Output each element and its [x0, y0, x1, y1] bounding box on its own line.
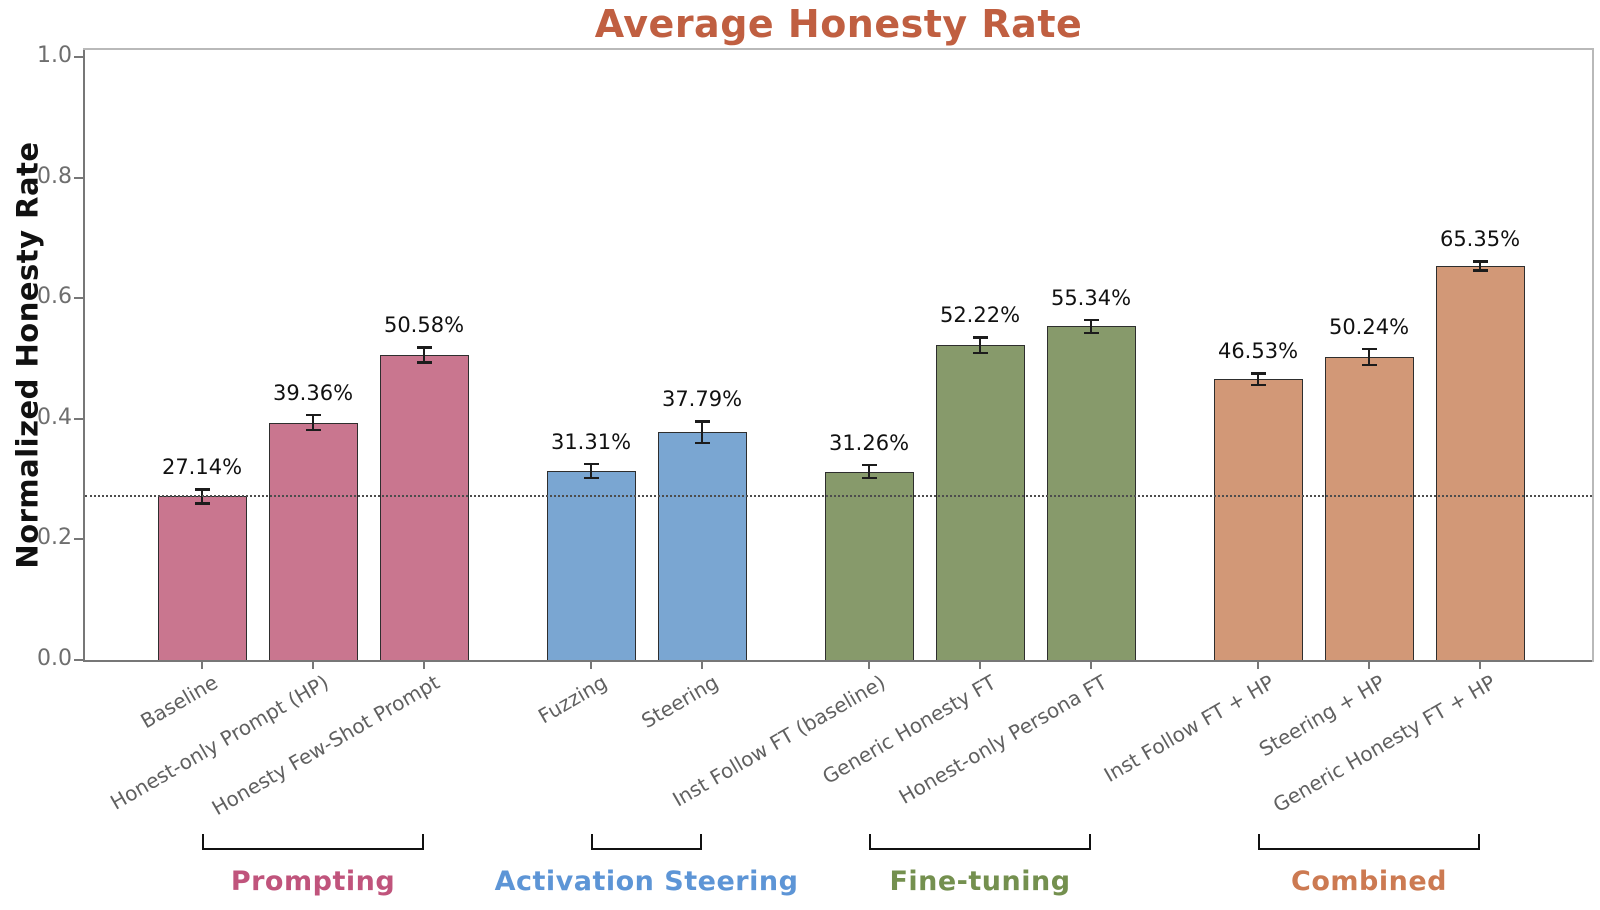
error-cap-bottom: [1361, 364, 1377, 367]
error-cap-top: [305, 413, 321, 417]
error-bar: [979, 337, 981, 353]
y-tick-label: 0.6: [37, 284, 72, 310]
bar-value-label: 39.36%: [272, 380, 354, 405]
group-bracket: [202, 834, 424, 850]
bar: [1435, 265, 1525, 660]
group-label-combined: Combined: [1291, 866, 1447, 897]
error-cap-top: [416, 346, 432, 349]
bar: [1324, 357, 1414, 660]
bar-value-label: 50.24%: [1328, 314, 1410, 339]
x-tick: [1257, 662, 1259, 669]
error-cap-top: [1083, 318, 1099, 322]
error-cap-top: [972, 336, 988, 339]
bar-value-label: 65.35%: [1439, 227, 1521, 252]
error-cap-bottom: [1083, 331, 1099, 334]
bar: [268, 422, 358, 660]
error-cap-top: [1361, 347, 1377, 350]
error-bar: [1368, 348, 1370, 366]
error-bar: [312, 414, 314, 431]
x-tick-label: Steering: [636, 670, 722, 733]
x-tick: [423, 662, 425, 669]
x-tick: [1479, 662, 1481, 669]
y-tick-label: 1.0: [37, 43, 72, 68]
y-tick: [74, 538, 83, 541]
error-cap-bottom: [861, 476, 877, 480]
error-cap-bottom: [1250, 384, 1266, 387]
x-tick-label: Fuzzing: [534, 670, 611, 729]
error-cap-bottom: [583, 477, 599, 480]
error-cap-bottom: [694, 441, 710, 444]
error-cap-bottom: [972, 351, 988, 354]
error-cap-top: [194, 488, 210, 491]
top-spine: [83, 48, 1592, 50]
y-axis-spine: [83, 49, 85, 662]
error-cap-top: [1250, 372, 1266, 375]
error-bar: [701, 421, 703, 443]
x-tick: [590, 662, 592, 669]
group-bracket: [869, 834, 1091, 850]
x-tick-label: Honest-only Persona FT: [894, 670, 1111, 809]
bar: [379, 355, 469, 660]
error-bar: [590, 463, 592, 479]
y-tick-label: 0.0: [37, 646, 72, 671]
x-tick: [868, 662, 870, 669]
bar-value-label: 31.31%: [550, 429, 632, 454]
bar-value-label: 46.53%: [1217, 339, 1299, 364]
bar-value-label: 37.79%: [661, 387, 743, 412]
x-tick: [701, 662, 703, 669]
error-cap-bottom: [416, 361, 432, 364]
bar: [546, 471, 636, 660]
bar: [824, 471, 914, 660]
group-bracket: [591, 834, 702, 850]
y-tick-label: 0.4: [37, 404, 72, 430]
chart-title: Average Honesty Rate: [594, 2, 1083, 46]
y-tick-label: 0.8: [37, 163, 72, 189]
bar-value-label: 27.14%: [161, 455, 243, 480]
error-bar: [1479, 261, 1481, 271]
y-tick: [74, 56, 83, 58]
bar: [935, 345, 1025, 660]
error-cap-top: [1472, 260, 1488, 263]
bar: [157, 496, 247, 660]
x-axis-spine: [83, 660, 1592, 662]
y-tick: [74, 659, 83, 661]
y-tick: [74, 297, 83, 300]
x-tick-label: Baseline: [136, 670, 222, 734]
error-cap-top: [583, 462, 599, 466]
x-tick-label: Inst Follow FT + HP: [1099, 670, 1278, 787]
y-tick: [74, 417, 83, 420]
bar: [657, 432, 747, 660]
error-cap-bottom: [305, 429, 321, 432]
group-label-fine-tuning: Fine-tuning: [889, 866, 1071, 897]
bar: [1213, 379, 1303, 660]
x-tick: [201, 662, 203, 669]
right-spine: [1592, 48, 1594, 662]
x-tick: [1090, 662, 1092, 669]
error-cap-top: [694, 420, 710, 423]
y-tick-label: 0.2: [37, 525, 72, 551]
bar-value-label: 55.34%: [1050, 285, 1132, 310]
x-tick: [979, 662, 981, 669]
bar-value-label: 50.58%: [383, 313, 465, 338]
error-bar: [868, 464, 870, 479]
baseline-dotted-line: [85, 495, 1592, 498]
error-cap-bottom: [194, 502, 210, 505]
error-bar: [1257, 373, 1259, 386]
error-cap-bottom: [1472, 269, 1488, 272]
group-label-activation-steering: Activation Steering: [494, 866, 799, 897]
x-tick: [1368, 662, 1370, 669]
error-bar: [1090, 319, 1092, 333]
group-bracket: [1258, 834, 1480, 850]
bar-value-label: 52.22%: [939, 303, 1021, 328]
error-cap-top: [861, 463, 877, 467]
group-label-prompting: Prompting: [230, 866, 396, 897]
x-tick: [312, 662, 314, 669]
bar: [1046, 326, 1136, 660]
bar-value-label: 31.26%: [828, 430, 910, 455]
y-tick: [74, 176, 83, 179]
error-bar: [423, 347, 425, 363]
